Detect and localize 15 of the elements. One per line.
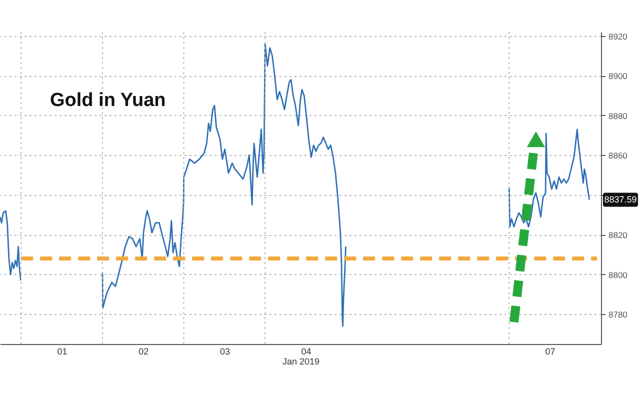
y-tick-label: 8820 — [608, 230, 628, 240]
x-tick-label: 01 — [57, 346, 68, 356]
y-tick-label: 8860 — [608, 150, 628, 161]
y-tick-label: 8780 — [608, 310, 628, 320]
text: 8837.59 — [604, 194, 637, 205]
text: Gold in Yuan — [50, 90, 166, 111]
x-tick-label: 02 — [138, 346, 149, 356]
x-tick-label: 07 — [545, 346, 556, 356]
y-tick-label: 8800 — [608, 270, 628, 280]
x-tick-label: 03 — [220, 346, 230, 356]
y-tick-label: 8880 — [608, 110, 628, 121]
y-tick-label: 8900 — [608, 71, 628, 82]
y-tick-label: 8920 — [608, 31, 628, 42]
x-axis-title: Jan 2019 — [282, 356, 320, 366]
x-tick-label: 04 — [301, 346, 312, 356]
